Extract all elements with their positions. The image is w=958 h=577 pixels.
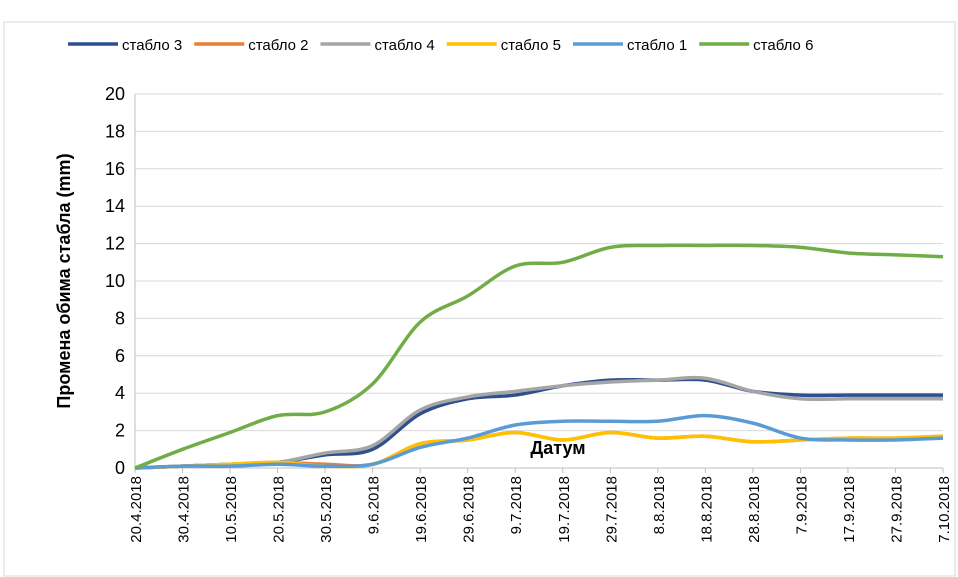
y-tick-label: 14 [105, 196, 125, 216]
annotation: Датум [530, 438, 585, 458]
y-tick-label: 12 [105, 234, 125, 254]
chart-frame [3, 21, 956, 577]
y-tick-label: 0 [115, 458, 125, 478]
x-tick-label: 19.7.2018 [556, 476, 573, 543]
series-line [134, 413, 944, 470]
y-tick-label: 6 [115, 346, 125, 366]
y-tick-label: 18 [105, 121, 125, 141]
x-tick-label: 27.9.2018 [888, 476, 905, 543]
x-tick-label: 10.5.2018 [223, 476, 240, 543]
y-axis-label: Промена обима стабла (mm) [54, 153, 74, 408]
y-tick-label: 10 [105, 271, 125, 291]
x-tick-label: 9.6.2018 [366, 476, 383, 534]
x-tick-label: 7.10.2018 [936, 476, 953, 543]
y-tick-label: 8 [115, 308, 125, 328]
legend-label: стабло 4 [374, 37, 434, 54]
y-tick-label: 4 [115, 383, 125, 403]
legend-label: стабло 6 [753, 37, 813, 54]
legend-label: стабло 3 [122, 37, 182, 54]
x-tick-label: 20.5.2018 [271, 476, 288, 543]
legend-label: стабло 2 [248, 37, 308, 54]
x-tick-label: 30.4.2018 [176, 476, 193, 543]
series-line [134, 243, 944, 470]
y-tick-label: 20 [105, 84, 125, 104]
x-tick-label: 30.5.2018 [318, 476, 335, 543]
x-tick-label: 18.8.2018 [698, 476, 715, 543]
x-tick-label: 29.7.2018 [603, 476, 620, 543]
legend-label: стабло 5 [501, 37, 561, 54]
x-tick-label: 29.6.2018 [461, 476, 478, 543]
y-tick-label: 16 [105, 159, 125, 179]
x-tick-label: 19.6.2018 [413, 476, 430, 543]
x-tick-label: 28.8.2018 [746, 476, 763, 543]
x-tick-label: 8.8.2018 [651, 476, 668, 534]
legend-label: стабло 1 [627, 37, 687, 54]
x-tick-label: 17.9.2018 [841, 476, 858, 543]
x-tick-label: 9.7.2018 [508, 476, 525, 534]
x-tick-label: 20.4.2018 [128, 476, 145, 543]
x-tick-label: 7.9.2018 [793, 476, 810, 534]
y-tick-label: 2 [115, 421, 125, 441]
